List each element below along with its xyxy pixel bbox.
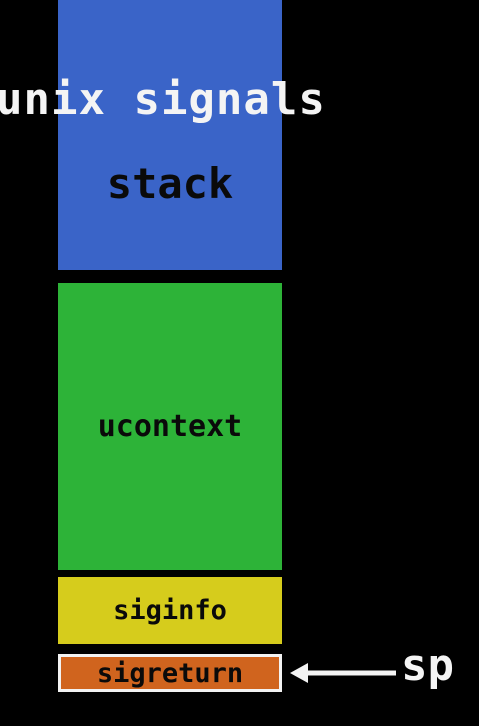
siginfo-block: siginfo	[58, 577, 282, 644]
page-title: unix signals	[0, 74, 326, 125]
sigreturn-block: sigreturn	[58, 654, 282, 692]
stack-pointer-label: sp	[401, 640, 454, 691]
stack-block-label: stack	[106, 158, 234, 208]
ucontext-block: ucontext	[58, 283, 282, 570]
siginfo-block-label: siginfo	[113, 595, 227, 626]
stack-block: stack	[58, 0, 282, 270]
ucontext-block-label: ucontext	[97, 409, 243, 444]
sigreturn-block-label: sigreturn	[96, 657, 244, 689]
left-arrow-icon	[290, 663, 396, 683]
